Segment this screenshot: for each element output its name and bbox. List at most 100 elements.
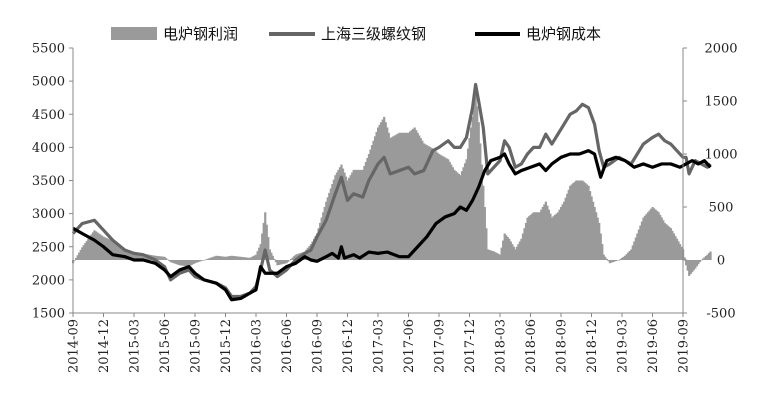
profit-bar-76: [187, 260, 191, 267]
profit-bar-153: [305, 249, 308, 260]
profit-bar-243: [442, 156, 445, 260]
profit-bar-397: [677, 241, 680, 260]
profit-bar-302: [532, 212, 535, 260]
profit-bar-334: [581, 180, 584, 260]
x-tick-label: 2018-12: [585, 319, 600, 373]
right-tick-label: -500: [706, 307, 735, 322]
profit-bar-211: [393, 135, 396, 260]
profit-bar-94: [215, 255, 218, 260]
profit-bar-132: [273, 258, 276, 260]
profit-bar-101: [226, 256, 229, 260]
profit-bar-343: [595, 212, 598, 260]
profit-bar-197: [372, 140, 375, 260]
profit-bar-310: [544, 201, 547, 260]
profit-bar-346: [599, 233, 602, 260]
profit-bar-5: [79, 249, 82, 260]
profit-bar-402: [685, 260, 688, 266]
profit-bar-416: [706, 254, 709, 260]
profit-bar-74: [184, 260, 188, 267]
profit-bar-179: [344, 176, 348, 260]
profit-bar-78: [190, 260, 194, 265]
profit-bar-124: [261, 233, 264, 260]
profit-bar-121: [256, 251, 259, 260]
profit-bar-407: [692, 260, 695, 271]
profit-bar-223: [412, 128, 415, 260]
profit-bar-403: [686, 260, 689, 271]
profit-bar-409: [695, 260, 698, 267]
profit-bar-66: [172, 260, 175, 264]
profit-bar-102: [227, 256, 230, 260]
profit-bar-175: [338, 167, 342, 260]
profit-bar-12: [90, 234, 93, 260]
left-tick-label: 5500: [32, 42, 65, 57]
profit-bar-254: [459, 175, 462, 260]
profit-bar-166: [325, 201, 328, 260]
x-tick-label: 2016-03: [250, 319, 265, 373]
profit-bar-335: [582, 181, 586, 260]
profit-bar-308: [541, 207, 544, 260]
profit-bar-54: [154, 255, 157, 260]
profit-bar-276: [492, 251, 496, 260]
profit-bar-325: [567, 189, 570, 260]
profit-bar-235: [430, 147, 433, 260]
profit-bar-177: [341, 168, 345, 260]
x-tick-label: 2018-06: [524, 319, 539, 373]
profit-bar-193: [366, 157, 369, 260]
profit-bar-169: [329, 188, 332, 260]
profit-bar-37: [128, 253, 131, 260]
profit-bar-130: [270, 252, 273, 260]
profit-bar-263: [473, 103, 476, 261]
profit-bar-95: [216, 255, 220, 260]
profit-bar-260: [468, 138, 471, 260]
profit-bar-418: [709, 251, 712, 260]
profit-bar-369: [634, 237, 637, 260]
profit-bar-135: [277, 260, 281, 265]
profit-bar-144: [291, 257, 294, 260]
profit-bar-228: [419, 138, 422, 260]
profit-bar-10: [87, 238, 90, 260]
profit-bar-86: [203, 260, 206, 261]
profit-bar-270: [483, 207, 486, 260]
profit-bar-392: [669, 228, 672, 260]
profit-bar-288: [511, 244, 514, 260]
profit-bar-332: [578, 180, 581, 260]
profit-bar-216: [401, 132, 404, 260]
lines-layer: [71, 82, 712, 302]
profit-bar-134: [276, 260, 279, 266]
profit-bar-338: [587, 185, 590, 260]
profit-bar-207: [387, 132, 390, 260]
profit-bar-44: [139, 253, 142, 260]
profit-bar-194: [367, 154, 371, 260]
profit-bar-71: [180, 260, 183, 266]
profit-bar-255: [460, 171, 464, 260]
profit-bar-275: [491, 250, 494, 260]
profit-bar-413: [701, 258, 705, 260]
profit-bar-354: [611, 260, 615, 263]
profit-bar-360: [621, 257, 624, 260]
profit-bar-220: [407, 132, 410, 260]
profit-bar-162: [319, 222, 322, 260]
profit-bar-328: [572, 183, 575, 260]
profit-bar-374: [642, 217, 645, 260]
profit-bar-232: [425, 145, 428, 260]
profit-bar-294: [520, 238, 523, 260]
profit-bar-97: [219, 256, 223, 260]
profit-bar-202: [380, 122, 383, 260]
profit-bar-11: [88, 236, 91, 260]
profit-bar-157: [311, 241, 314, 260]
x-tick-label: 2018-09: [555, 319, 570, 373]
profit-bar-59: [161, 256, 165, 260]
profit-bar-112: [242, 257, 245, 260]
profit-bar-16: [96, 232, 99, 260]
profit-bar-301: [531, 213, 534, 260]
profit-bar-284: [505, 235, 508, 260]
profit-bar-368: [633, 241, 636, 260]
profit-bar-382: [654, 209, 657, 260]
profit-bar-65: [171, 260, 174, 263]
profit-bar-363: [625, 254, 628, 260]
profit-bar-24: [108, 239, 111, 260]
profit-bar-307: [540, 209, 543, 260]
profit-bar-349: [604, 256, 607, 260]
profit-bar-285: [506, 237, 509, 260]
profit-bar-143: [290, 258, 293, 260]
